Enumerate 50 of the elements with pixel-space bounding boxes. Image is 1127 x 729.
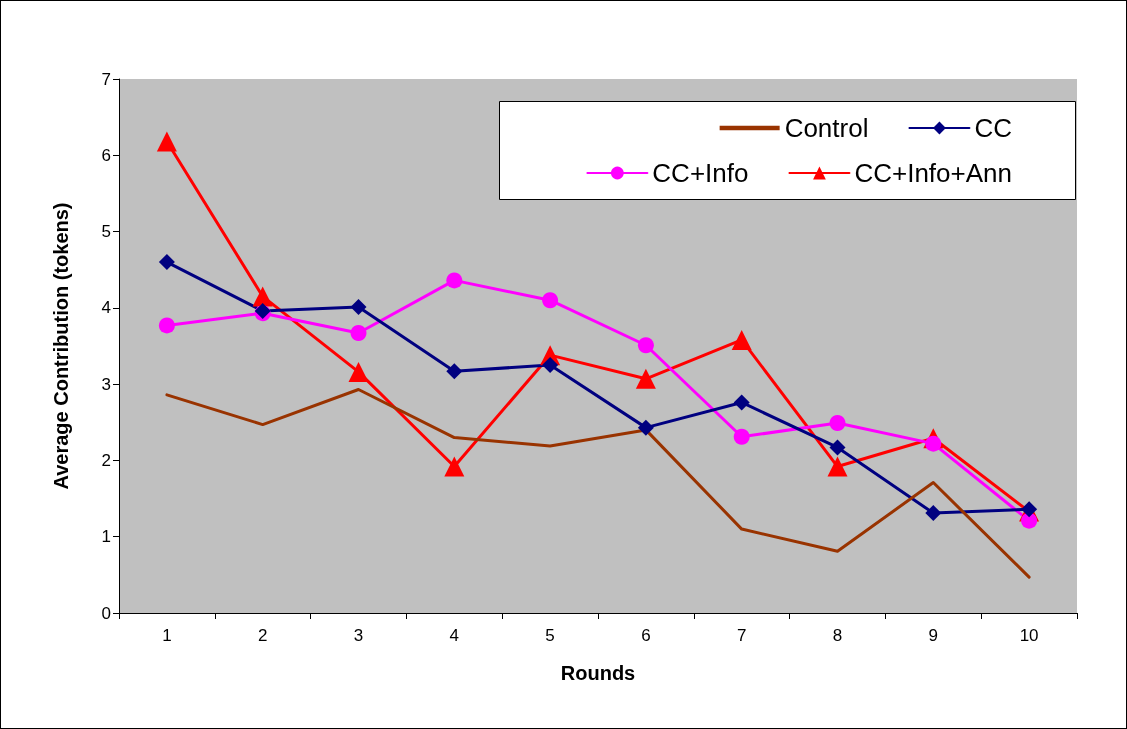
x-tick-label: 1 [162,626,172,645]
point [829,439,846,456]
legend-label: Control [784,113,869,143]
point [829,415,846,432]
point [733,394,750,411]
point [350,299,367,316]
legend-label: CC+Info [652,158,749,188]
y-tick-label: 5 [101,222,111,242]
y-tick-label: 3 [101,374,111,394]
point [446,363,463,380]
x-tick-label: 3 [353,626,364,645]
y-axis-title: Average Contribution (tokens) [50,202,72,490]
point [733,428,750,445]
point [542,292,559,309]
y-tick-label: 2 [101,450,111,470]
point [444,456,465,477]
point [156,131,177,152]
point [348,361,369,382]
line-series [165,387,1031,579]
point [158,254,175,271]
point [446,272,463,289]
point [925,435,942,452]
point [1021,501,1038,518]
point [827,456,848,477]
point [1021,512,1038,529]
point [158,317,175,334]
x-tick-label: 2 [257,626,268,645]
x-tick-label: 10 [1019,626,1039,645]
point [252,286,273,307]
x-tick-label: 4 [449,626,460,645]
y-tick-label: 7 [101,69,111,89]
x-tick-label: 8 [832,626,843,645]
x-tick-label: 7 [736,626,747,645]
legend-label: CC [974,113,1013,143]
y-tick-label: 0 [101,603,111,623]
x-tick-label: 6 [641,626,651,645]
point [637,337,654,354]
point [542,357,559,374]
x-tick-label: 5 [545,626,555,645]
point [637,419,654,436]
point [635,368,656,389]
y-tick-label: 4 [101,298,111,318]
y-tick-label: 6 [101,145,111,165]
point [925,505,942,522]
x-axis-title: Rounds [560,662,636,684]
x-tick-label: 9 [928,626,939,645]
legend-label: CC+Info+Ann [854,158,1013,188]
point [350,325,367,342]
y-tick-label: 1 [101,527,111,547]
point [731,329,752,350]
